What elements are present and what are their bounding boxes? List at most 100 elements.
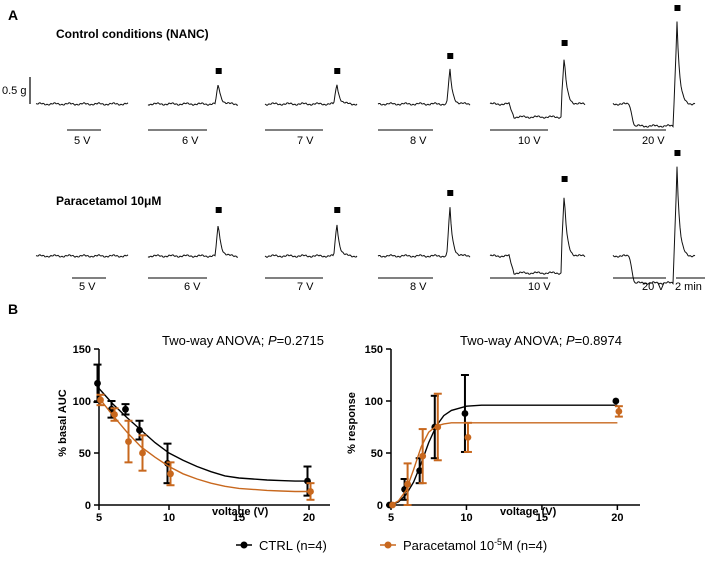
force-trace: [264, 84, 358, 107]
data-point: [434, 423, 442, 431]
peak-marker: [674, 150, 681, 156]
stim-label: 6 V: [182, 135, 199, 147]
y-tick-label: 0: [85, 500, 91, 512]
stim-label: 20 V: [642, 281, 665, 293]
y-axis-label: % response: [346, 392, 358, 454]
legend-paracetamol-marker: [384, 541, 392, 549]
data-point: [612, 397, 620, 405]
stim-label: 20 V: [642, 135, 665, 147]
peak-marker: [334, 68, 341, 74]
y-tick-label: 0: [377, 500, 383, 512]
force-scale-label: 0.5 g: [2, 85, 26, 97]
x-axis-label: voltage (V): [500, 506, 557, 518]
y-tick-label: 100: [365, 396, 383, 408]
stim-label: 8 V: [410, 281, 427, 293]
force-trace: [612, 21, 696, 128]
data-point: [94, 379, 101, 387]
force-trace: [35, 253, 129, 258]
row1-stim-labels: 5 V 6 V 7 V 8 V 10 V 20 V: [74, 135, 665, 147]
chart-title-p: P: [268, 333, 277, 348]
panel-label-a: A: [8, 7, 18, 23]
force-trace: [264, 224, 358, 259]
legend-para-prefix: Paracetamol 10: [403, 538, 494, 553]
legend-ctrl-label: CTRL (n=4): [259, 538, 327, 553]
chart-basal-auc: Two-way ANOVA; P=0.2715 voltage (V) % ba…: [57, 333, 330, 524]
data-point: [136, 426, 143, 434]
stim-label: 7 V: [297, 135, 314, 147]
stim-label: 10 V: [518, 135, 541, 147]
force-trace: [612, 166, 696, 285]
y-tick-label: 50: [79, 448, 91, 460]
peak-marker: [561, 40, 568, 46]
x-tick-label: 10: [460, 512, 472, 524]
data-point: [389, 501, 396, 509]
y-tick-label: 150: [365, 344, 383, 356]
y-tick-label: 150: [73, 344, 91, 356]
data-point: [307, 488, 314, 495]
x-tick-label: 5: [96, 512, 102, 524]
chart-title-prefix: Two-way ANOVA;: [162, 333, 268, 348]
peak-marker: [334, 207, 341, 213]
x-tick-label: 15: [536, 512, 548, 524]
y-tick-label: 50: [371, 448, 383, 460]
force-trace: [147, 84, 239, 107]
chart-title-prefix: Two-way ANOVA;: [460, 333, 566, 348]
x-tick-label: 20: [611, 512, 623, 524]
stim-label: 7 V: [297, 281, 314, 293]
x-tick-label: 15: [233, 512, 245, 524]
data-point: [125, 438, 132, 445]
x-axis-label: voltage (V): [212, 506, 269, 518]
legend-ctrl-marker: [240, 541, 248, 549]
data-point: [461, 410, 469, 417]
peak-marker: [215, 207, 222, 213]
peak-marker: [447, 190, 454, 196]
legend: CTRL (n=4) Paracetamol 10-5M (n=4): [236, 537, 547, 553]
chart-title: Two-way ANOVA; P=0.8974: [460, 333, 622, 348]
y-axis-label: % basal AUC: [57, 389, 69, 457]
x-tick-label: 20: [303, 512, 315, 524]
legend-para-suffix: M (n=4): [502, 538, 547, 553]
x-tick-label: 5: [388, 512, 394, 524]
force-trace: [489, 197, 586, 276]
legend-paracetamol-label: Paracetamol 10-5M (n=4): [403, 537, 547, 553]
data-point: [139, 449, 146, 457]
data-point: [419, 452, 427, 460]
force-trace: [377, 68, 471, 106]
data-point: [167, 470, 174, 478]
chart-title-p-value: =0.2715: [277, 333, 324, 348]
data-point: [111, 411, 118, 418]
fit-curve: [390, 422, 618, 506]
control-row-title: Control conditions (NANC): [56, 27, 209, 41]
stim-label: 10 V: [528, 281, 551, 293]
trace-group: [35, 5, 705, 285]
force-trace: [489, 59, 586, 120]
chart-title-p: P: [566, 333, 575, 348]
fit-curve: [98, 388, 309, 482]
stim-label: 8 V: [410, 135, 427, 147]
x-tick-label: 10: [163, 512, 175, 524]
chart-title: Two-way ANOVA; P=0.2715: [162, 333, 324, 348]
time-scale-label: 2 min: [675, 281, 702, 293]
row2-stim-labels: 5 V 6 V 7 V 8 V 10 V 20 V 2 min: [79, 281, 702, 293]
force-trace: [147, 225, 239, 259]
peak-marker: [561, 176, 568, 182]
fit-curve: [98, 397, 309, 493]
data-point: [416, 467, 424, 475]
legend-para-sup: -5: [494, 537, 502, 547]
data-point: [464, 434, 472, 441]
panel-label-b: B: [8, 301, 18, 317]
force-trace: [35, 101, 129, 106]
force-trace: [377, 207, 471, 258]
peak-marker: [674, 5, 681, 11]
paracetamol-row-title: Paracetamol 10μM: [56, 194, 161, 208]
stim-label: 6 V: [184, 281, 201, 293]
chart-response: Two-way ANOVA; P=0.8974 voltage (V) % re…: [346, 333, 640, 524]
chart-title-p-value: =0.8974: [575, 333, 622, 348]
stim-label: 5 V: [74, 135, 91, 147]
peak-marker: [215, 68, 222, 74]
y-tick-label: 100: [73, 396, 91, 408]
data-point: [615, 408, 623, 415]
peak-marker: [447, 53, 454, 59]
data-point: [97, 396, 104, 404]
